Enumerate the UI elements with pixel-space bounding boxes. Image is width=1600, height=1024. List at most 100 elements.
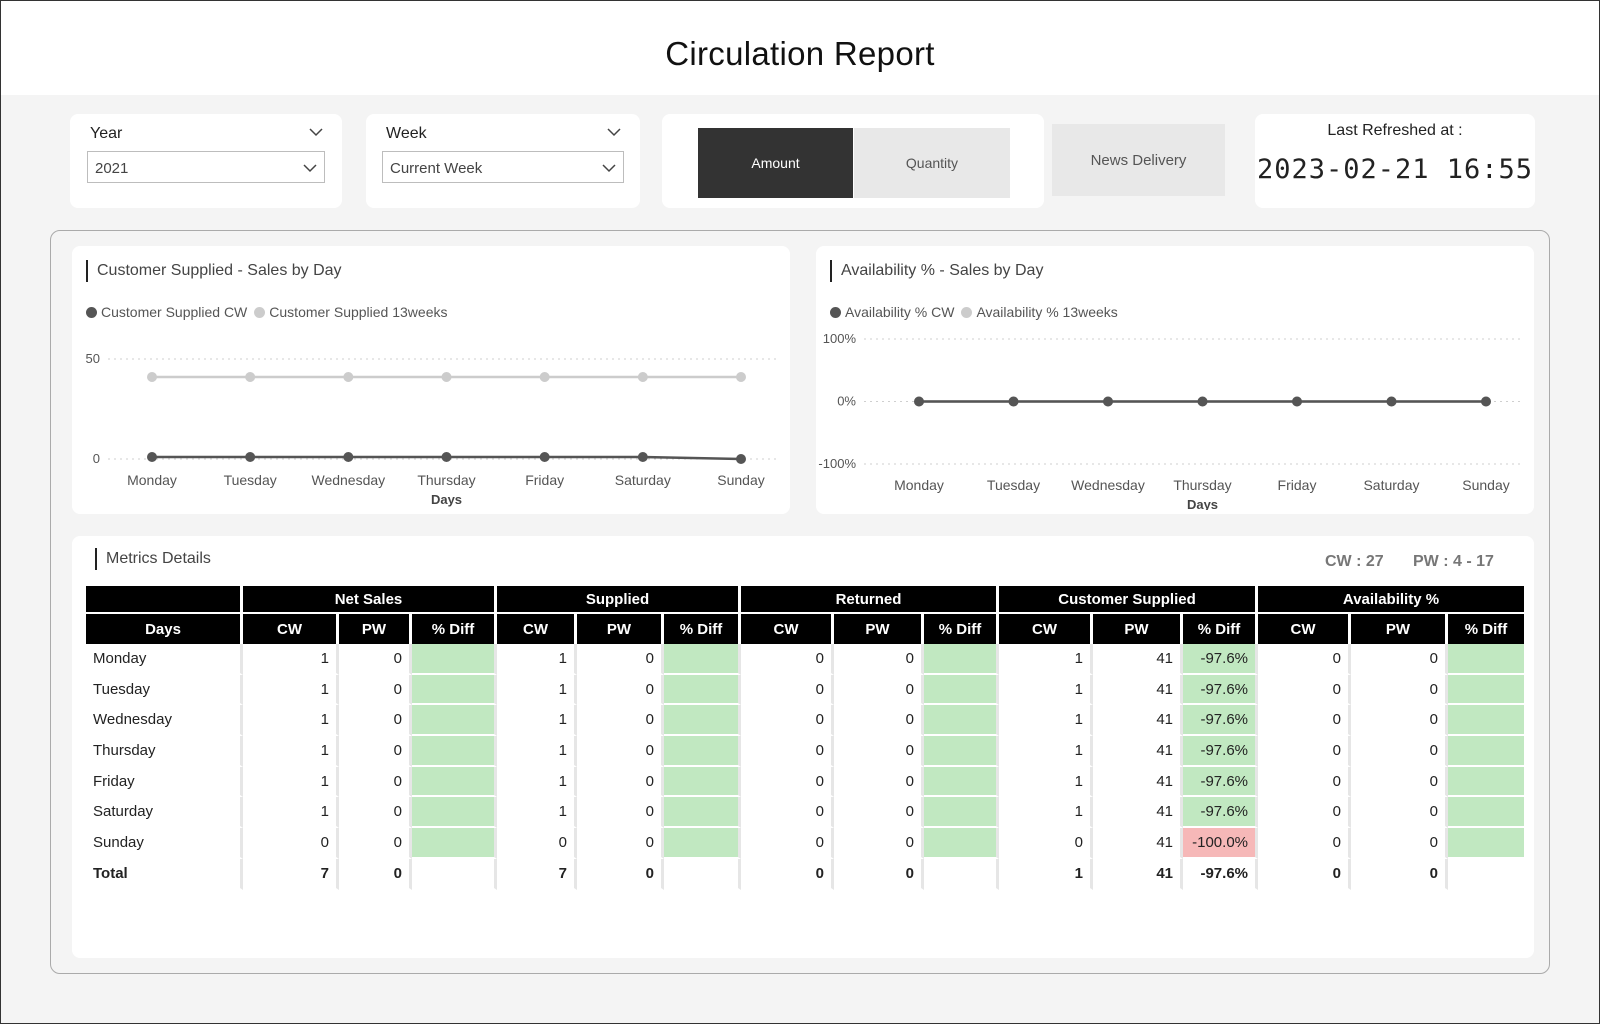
- column-header[interactable]: PW: [577, 614, 664, 644]
- pct-diff-cell: [1448, 797, 1524, 829]
- data-point: [736, 372, 746, 382]
- legend-label: Customer Supplied 13weeks: [269, 304, 448, 320]
- table-cell: 0: [834, 828, 924, 859]
- pct-diff-cell: [924, 828, 999, 859]
- table-cell: 1: [243, 705, 339, 737]
- y-tick-label: 100%: [823, 331, 857, 346]
- pct-diff-cell: -97.6%: [1183, 705, 1258, 737]
- table-cell: 1: [243, 736, 339, 767]
- data-point: [1386, 396, 1397, 407]
- table-cell: 0: [1351, 705, 1448, 737]
- week-dropdown-value: Current Week: [390, 160, 483, 177]
- table-cell: 1: [497, 797, 577, 829]
- table-cell: 0: [339, 858, 412, 890]
- table-cell: 1: [497, 705, 577, 737]
- data-point: [1481, 396, 1491, 407]
- table-cell: 0: [741, 766, 834, 798]
- pct-diff-cell: [924, 644, 999, 675]
- pct-diff-cell: [1448, 644, 1524, 675]
- current-week-label: CW : 27: [1325, 553, 1384, 570]
- data-point: [1292, 396, 1302, 407]
- customer-supplied-chart-title: Customer Supplied - Sales by Day: [86, 260, 342, 282]
- column-header[interactable]: % Diff: [1183, 614, 1258, 644]
- news-delivery-button[interactable]: News Delivery: [1052, 124, 1225, 196]
- column-header[interactable]: Days: [86, 614, 243, 644]
- legend-label: Availability % CW: [845, 304, 955, 320]
- column-header[interactable]: PW: [1351, 614, 1448, 644]
- column-header[interactable]: CW: [999, 614, 1093, 644]
- x-tick-label: Sunday: [1462, 477, 1509, 493]
- availability-chart-card: [816, 246, 1534, 514]
- legend-item[interactable]: Customer Supplied 13weeks: [254, 304, 448, 320]
- chevron-down-icon[interactable]: [606, 124, 622, 140]
- column-header[interactable]: PW: [1093, 614, 1183, 644]
- pct-diff-cell: [412, 858, 497, 890]
- legend-label: Customer Supplied CW: [101, 304, 248, 320]
- x-tick-label: Saturday: [1363, 477, 1419, 493]
- column-header[interactable]: % Diff: [412, 614, 497, 644]
- y-tick-label: 0%: [837, 394, 856, 409]
- previous-weeks-label: PW : 4 - 17: [1413, 553, 1494, 570]
- table-cell: 41: [1093, 674, 1183, 706]
- group-header-returned[interactable]: Returned: [741, 586, 999, 614]
- last-refreshed-label: Last Refreshed at :: [1327, 122, 1463, 139]
- table-cell: 1: [999, 797, 1093, 829]
- x-axis-title: Days: [1187, 497, 1218, 510]
- year-dropdown[interactable]: 2021: [87, 151, 325, 183]
- table-cell: 0: [1258, 858, 1351, 890]
- metrics-details-title: Metrics Details: [95, 548, 211, 570]
- column-header[interactable]: % Diff: [924, 614, 999, 644]
- pct-diff-cell: -97.6%: [1183, 736, 1258, 767]
- table-cell: 41: [1093, 644, 1183, 675]
- pct-diff-cell: [664, 797, 741, 829]
- data-point: [441, 372, 452, 382]
- table-cell: 7: [243, 858, 339, 890]
- pct-diff-cell: [664, 828, 741, 859]
- legend-item[interactable]: Availability % CW: [830, 304, 954, 320]
- column-header[interactable]: % Diff: [664, 614, 741, 644]
- group-header-net-sales[interactable]: Net Sales: [243, 586, 497, 614]
- table-cell: 0: [577, 644, 664, 675]
- group-header-supplied[interactable]: Supplied: [497, 586, 741, 614]
- group-header-customer-supplied[interactable]: Customer Supplied: [999, 586, 1258, 614]
- week-slicer-title: Week: [386, 125, 427, 142]
- table-cell: 1: [999, 644, 1093, 675]
- column-header[interactable]: % Diff: [1448, 614, 1524, 644]
- x-tick-label: Monday: [894, 477, 944, 493]
- group-header-blank: [86, 586, 243, 614]
- column-header[interactable]: PW: [834, 614, 924, 644]
- pct-diff-cell: -100.0%: [1183, 828, 1258, 859]
- table-cell: 0: [834, 766, 924, 798]
- table-cell: 0: [339, 797, 412, 829]
- pct-diff-cell: [664, 858, 741, 890]
- table-row: Saturday 1 0 1 0 0 0 1 41 -97.6% 0 0: [86, 797, 1524, 829]
- group-header-availability[interactable]: Availability %: [1258, 586, 1524, 614]
- legend-item[interactable]: Availability % 13weeks: [961, 304, 1118, 320]
- pct-diff-cell: [412, 828, 497, 859]
- legend-dot-icon: [86, 306, 97, 318]
- column-header[interactable]: CW: [243, 614, 339, 644]
- table-cell: 0: [1351, 766, 1448, 798]
- table-cell: 0: [577, 766, 664, 798]
- table-cell: 1: [497, 766, 577, 798]
- table-cell: 0: [834, 858, 924, 890]
- table-cell: 41: [1093, 858, 1183, 890]
- week-dropdown[interactable]: Current Week: [382, 151, 624, 183]
- legend-item[interactable]: Customer Supplied CW: [86, 304, 247, 320]
- column-header[interactable]: CW: [497, 614, 577, 644]
- x-tick-label: Tuesday: [224, 472, 277, 488]
- chevron-down-icon[interactable]: [308, 124, 324, 140]
- table-cell: 1: [999, 674, 1093, 706]
- year-slicer-title: Year: [90, 125, 123, 142]
- column-header[interactable]: CW: [741, 614, 834, 644]
- pct-diff-cell: -97.6%: [1183, 766, 1258, 798]
- table-cell: 41: [1093, 705, 1183, 737]
- table-row: Sunday 0 0 0 0 0 0 0 41 -100.0% 0 0: [86, 828, 1524, 859]
- column-header[interactable]: PW: [339, 614, 412, 644]
- availability-chart-title: Availability % - Sales by Day: [830, 260, 1043, 282]
- quantity-toggle-button[interactable]: Quantity: [854, 128, 1010, 198]
- table-cell: 0: [834, 705, 924, 737]
- column-header[interactable]: CW: [1258, 614, 1351, 644]
- pct-diff-cell: [924, 858, 999, 890]
- amount-toggle-button[interactable]: Amount: [698, 128, 853, 198]
